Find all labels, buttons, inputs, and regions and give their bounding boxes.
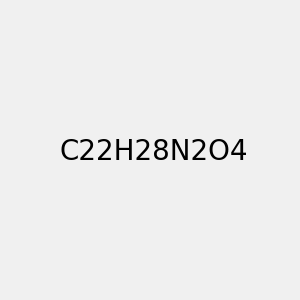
Text: C22H28N2O4: C22H28N2O4 bbox=[59, 137, 248, 166]
